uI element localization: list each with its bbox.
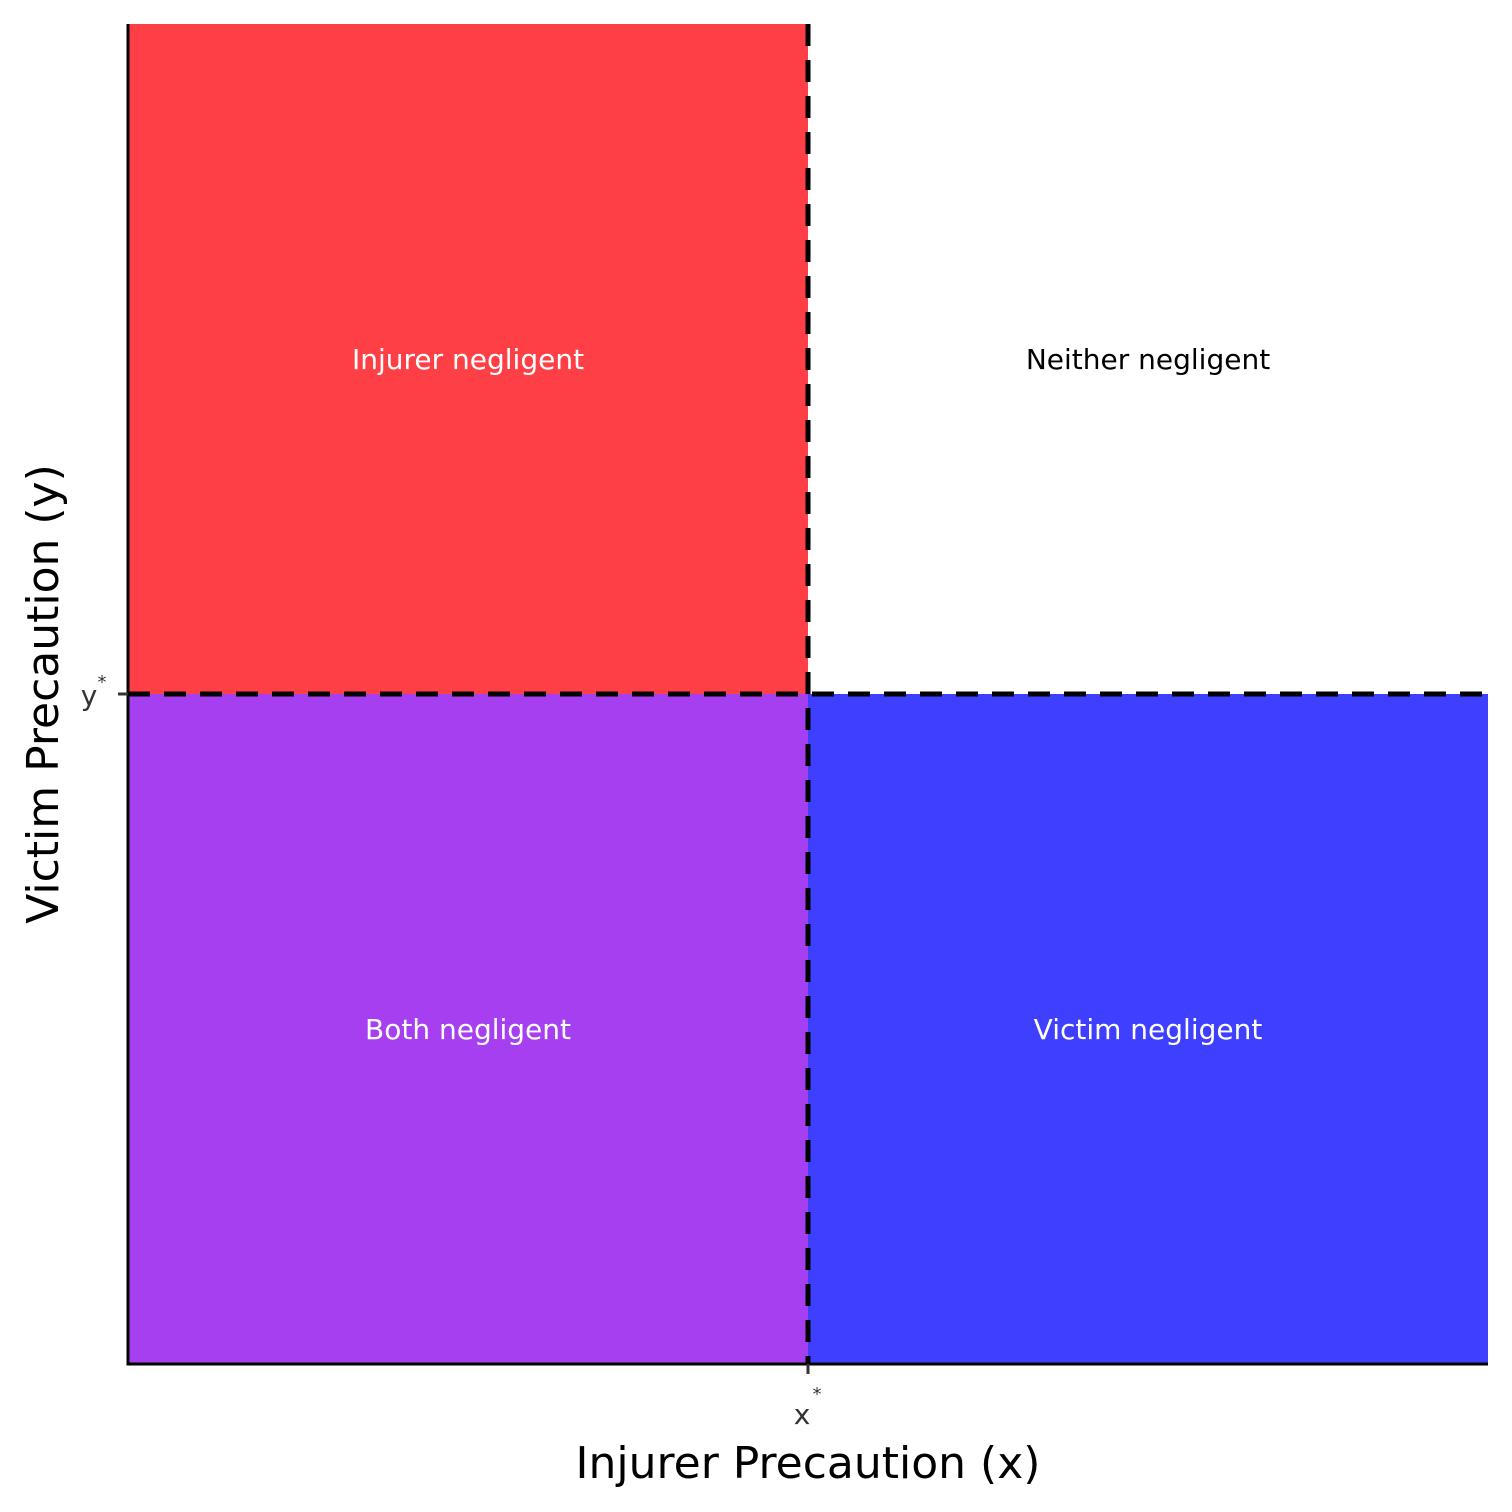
threshold-lines bbox=[128, 24, 1488, 1364]
region-victim-negligent bbox=[808, 694, 1488, 1364]
region-label-both-negligent: Both negligent bbox=[365, 1013, 571, 1046]
y-tick-superscript: * bbox=[98, 672, 107, 693]
y-tick-label: y bbox=[81, 679, 98, 712]
regions: Injurer negligent Neither negligent Both n… bbox=[128, 24, 1488, 1364]
region-label-neither-negligent: Neither negligent bbox=[1026, 343, 1270, 376]
x-tick-superscript: * bbox=[813, 1384, 822, 1405]
region-neither-negligent bbox=[808, 24, 1488, 694]
y-axis-title: Victim Precaution (y) bbox=[18, 464, 69, 924]
region-label-injurer-negligent: Injurer negligent bbox=[352, 343, 584, 376]
region-label-victim-negligent: Victim negligent bbox=[1034, 1013, 1263, 1046]
ticks: x*y * bbox=[81, 672, 822, 1431]
region-injurer-negligent bbox=[128, 24, 808, 694]
x-axis-title: Injurer Precaution (x) bbox=[576, 1438, 1041, 1489]
x-tick-label: x bbox=[794, 1398, 811, 1431]
region-both-negligent bbox=[128, 694, 808, 1364]
